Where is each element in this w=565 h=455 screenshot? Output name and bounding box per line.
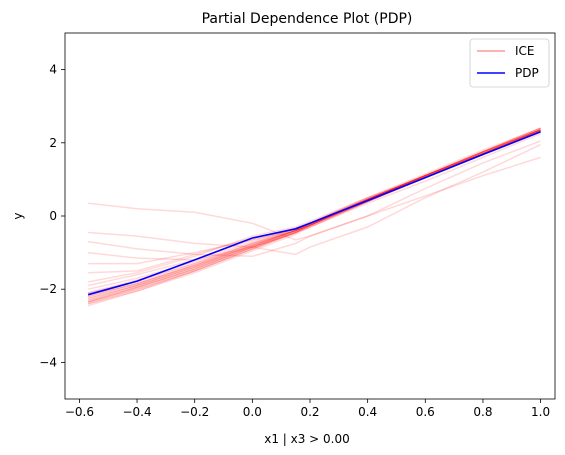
x-tick-label: 0.6 [416, 405, 435, 419]
y-tick-label: 4 [49, 63, 57, 77]
ice-line [88, 156, 541, 241]
x-tick-label: 0.4 [358, 405, 377, 419]
ice-line [87, 129, 541, 300]
ice-line [87, 127, 541, 303]
x-tick-label: 1.0 [531, 405, 550, 419]
ice-line [88, 143, 541, 256]
y-tick-label: −2 [39, 282, 57, 296]
ice-line [87, 127, 541, 307]
ice-line [87, 140, 541, 258]
ice-line [87, 129, 541, 301]
ice-line [87, 129, 541, 283]
y-tick-label: 0 [49, 209, 57, 223]
ice-line [87, 127, 541, 303]
x-axis-label: x1 | x3 > 0.00 [264, 432, 350, 446]
legend: ICE PDP [469, 38, 550, 88]
y-tick-label: 2 [49, 136, 57, 150]
ice-line [87, 127, 541, 305]
ice-line [88, 131, 541, 265]
ice-line [87, 129, 541, 298]
x-tick-label: 0.2 [300, 405, 319, 419]
x-tick-label: 0.8 [473, 405, 492, 419]
y-axis-label: y [11, 212, 25, 219]
ice-line [87, 131, 541, 294]
legend-pdp-label: PDP [515, 66, 539, 80]
x-axis-ticks: −0.6 −0.4 −0.2 0.0 0.2 0.4 0.6 0.8 1.0 [65, 399, 550, 419]
plot-area [87, 127, 541, 307]
x-tick-label: −0.4 [122, 405, 151, 419]
chart-title: Partial Dependence Plot (PDP) [202, 11, 413, 27]
y-axis-ticks: −4 −2 0 2 4 [39, 63, 65, 369]
ice-line [88, 133, 541, 261]
ice-lines [87, 127, 541, 307]
pdp-line [87, 131, 541, 296]
y-tick-label: −4 [39, 355, 57, 369]
axes-frame [64, 32, 556, 400]
legend-ice-label: ICE [515, 44, 535, 58]
x-tick-label: −0.2 [180, 405, 209, 419]
x-tick-label: 0.0 [243, 405, 262, 419]
x-tick-label: −0.6 [65, 405, 94, 419]
